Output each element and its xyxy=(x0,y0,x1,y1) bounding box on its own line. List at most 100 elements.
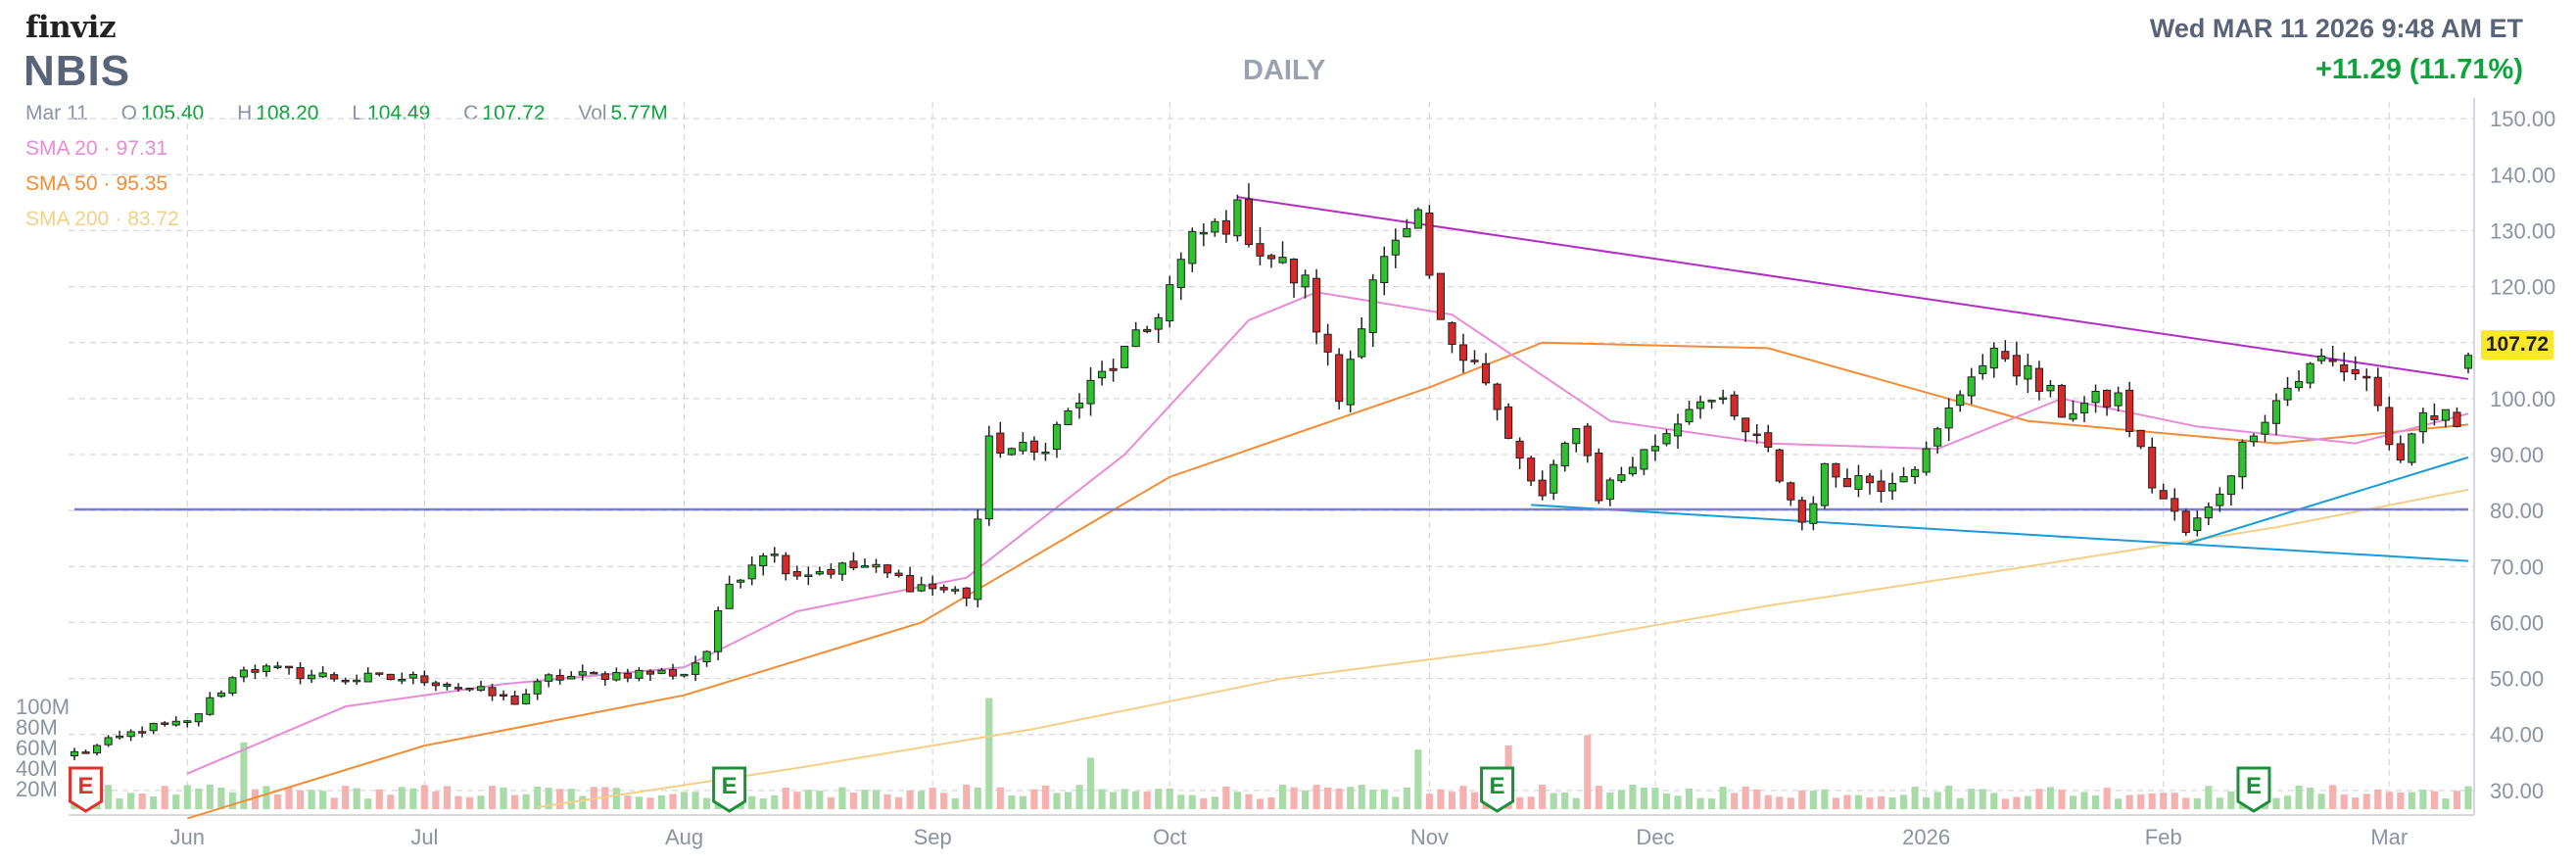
candle-body xyxy=(1109,367,1118,371)
volume-bar xyxy=(838,787,846,809)
candle-body xyxy=(116,735,124,739)
earnings-marker-label: E xyxy=(78,773,94,799)
volume-bar xyxy=(1900,794,1908,809)
y-tick-label: 50.00 xyxy=(2490,667,2544,692)
candle-body xyxy=(1899,476,1908,483)
volume-bar xyxy=(2227,791,2235,809)
candle-body xyxy=(510,695,519,705)
volume-bar xyxy=(601,787,609,809)
candle-body xyxy=(1143,328,1152,332)
volume-bar xyxy=(1041,785,1050,809)
volume-bar xyxy=(624,795,632,809)
volume-bar xyxy=(1335,788,1343,809)
volume-bar xyxy=(1324,787,1332,809)
candle-body xyxy=(1944,407,1953,429)
volume-bar xyxy=(556,789,564,809)
candle-body xyxy=(1775,449,1784,482)
volume-bar xyxy=(1877,795,1885,809)
candle-body xyxy=(1064,409,1073,425)
volume-bar xyxy=(1753,789,1761,809)
candle-body xyxy=(578,671,587,676)
earnings-marker-shape xyxy=(69,766,104,813)
volume-bar xyxy=(2013,796,2021,809)
finviz-logo[interactable]: finviz xyxy=(25,10,117,45)
volume-bar xyxy=(974,787,981,809)
candle-body xyxy=(171,720,180,726)
volume-bar xyxy=(861,790,869,809)
candle-body xyxy=(555,675,564,681)
volume-bar xyxy=(1459,786,1467,809)
candle-body xyxy=(849,560,858,569)
volume-bar xyxy=(1188,794,1196,809)
candle-body xyxy=(1515,440,1524,459)
volume-bar xyxy=(2080,792,2088,809)
candle-body xyxy=(251,668,260,673)
candle-body xyxy=(668,669,678,677)
earnings-E-icon[interactable]: E xyxy=(2236,766,2271,813)
candle-body xyxy=(2057,384,2067,418)
volume-bar xyxy=(432,791,440,809)
volume-bar xyxy=(2329,785,2337,809)
volume-bar xyxy=(1380,789,1388,809)
sma200-line xyxy=(537,488,2469,808)
volume-bar xyxy=(635,796,643,809)
volume-bar xyxy=(883,794,891,809)
candle-body xyxy=(1098,370,1107,379)
earnings-E-icon[interactable]: E xyxy=(712,766,747,813)
x-tick-label: Sep xyxy=(914,825,952,849)
y-tick-label: 100.00 xyxy=(2490,387,2555,411)
volume-bar xyxy=(2352,797,2360,809)
volume-bar xyxy=(217,787,225,809)
volume-bar xyxy=(1990,793,1998,809)
candle-body xyxy=(2249,435,2259,443)
candle-body xyxy=(70,750,79,757)
candle-body xyxy=(1956,394,1965,407)
sma20-legend[interactable]: SMA 20 · 97.31 xyxy=(25,137,168,160)
candle-body xyxy=(1436,272,1445,320)
volume-bar xyxy=(522,794,530,809)
volume-bar xyxy=(1008,795,1016,809)
volume-bar xyxy=(161,786,168,809)
candle-body xyxy=(1052,423,1062,451)
earnings-marker-shape xyxy=(2236,766,2271,813)
candle-body xyxy=(363,672,372,683)
candle-body xyxy=(533,681,542,695)
volume-bar xyxy=(1832,797,1839,809)
sma200-legend[interactable]: SMA 200 · 83.72 xyxy=(25,208,179,230)
volume-bar xyxy=(1843,794,1851,809)
candle-body xyxy=(691,662,700,675)
candle-body xyxy=(939,587,948,591)
candle-body xyxy=(2012,355,2021,377)
volume-bar xyxy=(172,794,180,809)
candle-body xyxy=(2295,380,2304,389)
volume-bar xyxy=(1200,797,1208,809)
volume-bar xyxy=(319,791,327,809)
candle-body xyxy=(567,675,576,680)
volume-bar xyxy=(1550,793,1557,809)
candle-body xyxy=(2001,351,2010,360)
candle-body xyxy=(590,671,598,675)
earnings-E-icon[interactable]: E xyxy=(1480,766,1515,813)
earnings-E-icon[interactable]: E xyxy=(69,766,104,813)
volume-bar xyxy=(1764,794,1772,809)
y-tick-label: 90.00 xyxy=(2490,443,2544,467)
price-change: +11.29 (11.71%) xyxy=(2314,54,2523,85)
volume-bar xyxy=(2193,797,2201,809)
candle-body xyxy=(1380,256,1389,283)
sma50-legend[interactable]: SMA 50 · 95.35 xyxy=(25,172,168,195)
candle-body xyxy=(804,574,813,577)
candle-body xyxy=(1797,500,1806,523)
volume-bar xyxy=(2340,794,2348,809)
candle-body xyxy=(2328,359,2337,362)
volume-bar xyxy=(579,795,587,809)
candle-body xyxy=(2034,367,2043,392)
volume-bar xyxy=(273,794,282,809)
candle-body xyxy=(2362,375,2371,379)
candle-body xyxy=(1764,432,1773,448)
volume-bar xyxy=(2024,795,2031,809)
candle-body xyxy=(2283,387,2292,401)
candle-body xyxy=(1335,354,1344,403)
volume-bar xyxy=(1312,785,1320,809)
